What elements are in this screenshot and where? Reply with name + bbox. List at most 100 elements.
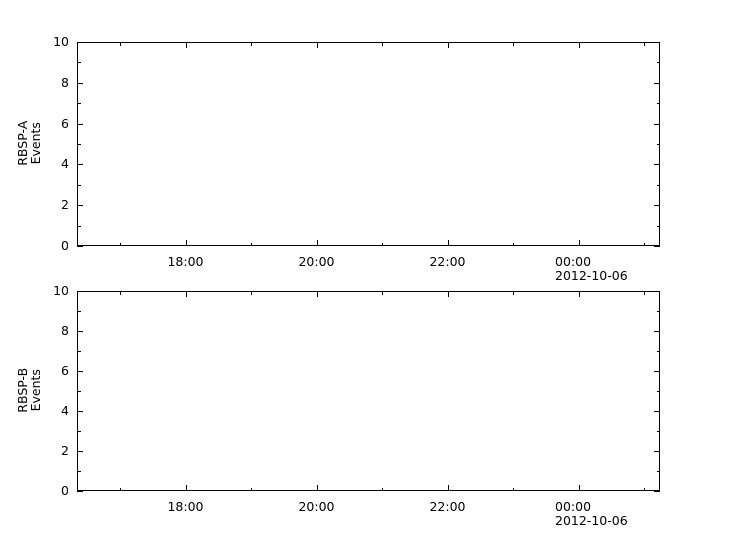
y-tick-minor <box>77 351 81 352</box>
y-tick-major <box>77 205 83 207</box>
x-tick-label-dated: 00:00 2012-10-06 <box>555 500 628 528</box>
y-tick-label: 6 <box>61 115 69 131</box>
x-tick-label: 18:00 <box>167 500 203 514</box>
y-tick-major-right <box>654 411 660 412</box>
x-tick-minor <box>382 487 383 491</box>
x-tick-major-top <box>185 291 187 297</box>
x-tick-major-top <box>447 291 449 297</box>
y-tick-minor-right <box>656 225 660 227</box>
x-tick-label-time: 22:00 <box>429 499 466 514</box>
x-tick-label: 20:00 <box>298 500 334 514</box>
y-tick-major <box>77 82 83 84</box>
x-tick-minor <box>513 487 514 491</box>
y-tick-minor-right <box>656 144 660 145</box>
x-tick-label: 22:00 <box>429 255 465 269</box>
x-tick-label: 18:00 <box>167 255 203 269</box>
x-tick-minor <box>120 242 121 246</box>
x-tick-minor <box>644 487 645 491</box>
x-tick-label-time: 00:00 <box>555 499 592 514</box>
y-tick-label: 4 <box>61 402 69 418</box>
y-tick-minor <box>77 391 81 392</box>
plot-panel-rbsp-b: 10 8 6 4 2 0 <box>15 284 660 528</box>
y-tick-minor-right <box>656 431 660 432</box>
y-tick-minor-right <box>656 391 660 392</box>
x-tick-major-top <box>447 42 449 48</box>
y-tick-major-right <box>654 42 660 43</box>
y-tick-label: 0 <box>61 482 69 498</box>
y-tick-major-right <box>654 246 660 247</box>
y-tick-label: 8 <box>61 74 69 90</box>
x-tick-minor-top <box>382 291 383 295</box>
y-tick-minor-right <box>656 62 660 64</box>
y-tick-minor-right <box>656 311 660 312</box>
y-tick-minor-right <box>656 471 660 472</box>
x-tick-minor <box>382 242 383 246</box>
x-tick-label-date: 2012-10-06 <box>555 513 628 528</box>
axes-frame-rbsp-b <box>77 291 660 491</box>
x-tick-major-top <box>578 42 580 48</box>
x-tick-minor-top <box>120 42 121 46</box>
x-tick-minor-top <box>513 42 514 46</box>
y-axis-label-line2: Events <box>28 122 43 165</box>
y-axis-label-rbsp-a: RBSP-A Events <box>14 83 43 203</box>
y-axis-label-line2: Events <box>28 369 43 412</box>
y-tick-major <box>77 42 83 43</box>
y-tick-label: 0 <box>61 237 69 253</box>
x-tick-major-top <box>316 291 318 297</box>
y-tick-major <box>77 331 83 332</box>
x-tick-label: 22:00 <box>429 500 465 514</box>
y-tick-major <box>77 491 83 492</box>
y-tick-minor <box>77 184 81 186</box>
y-axis-label-rbsp-b: RBSP-B Events <box>14 330 43 450</box>
x-tick-label-time: 00:00 <box>555 254 592 269</box>
y-tick-major-right <box>654 451 660 452</box>
y-tick-minor <box>77 311 81 312</box>
y-tick-major-right <box>654 123 660 125</box>
x-tick-label: 20:00 <box>298 255 334 269</box>
x-tick-minor <box>120 487 121 491</box>
y-tick-minor <box>77 144 81 145</box>
y-tick-major <box>77 371 83 372</box>
y-tick-minor <box>77 225 81 227</box>
x-tick-major-top <box>316 42 318 48</box>
x-tick-label-dated: 00:00 2012-10-06 <box>555 255 628 283</box>
y-axis-label-line1: RBSP-B <box>14 367 30 413</box>
y-tick-major-right <box>654 291 660 292</box>
y-tick-minor-right <box>656 351 660 352</box>
x-tick-label-time: 18:00 <box>167 499 204 514</box>
x-tick-minor-top <box>120 291 121 295</box>
y-tick-label: 2 <box>61 196 69 212</box>
y-tick-major-right <box>654 491 660 492</box>
y-tick-major-right <box>654 331 660 332</box>
x-tick-minor-top <box>644 291 645 295</box>
x-tick-minor-top <box>382 42 383 46</box>
y-tick-major <box>77 411 83 412</box>
x-tick-major-top <box>185 42 187 48</box>
x-tick-minor-top <box>513 291 514 295</box>
x-tick-minor <box>644 242 645 246</box>
y-tick-major <box>77 164 83 166</box>
y-tick-label: 6 <box>61 362 69 378</box>
x-tick-major <box>185 485 187 491</box>
y-tick-label: 10 <box>53 33 69 49</box>
x-tick-major <box>185 240 187 246</box>
y-tick-minor <box>77 471 81 472</box>
y-tick-major <box>77 451 83 452</box>
x-tick-major <box>578 485 580 491</box>
x-tick-minor-top <box>644 42 645 46</box>
y-tick-minor <box>77 103 81 105</box>
y-tick-minor <box>77 62 81 64</box>
y-tick-major-right <box>654 164 660 166</box>
y-axis-label-line1: RBSP-A <box>14 120 30 166</box>
x-tick-major <box>578 240 580 246</box>
x-tick-major <box>316 240 318 246</box>
x-tick-label-time: 20:00 <box>298 254 335 269</box>
y-tick-minor <box>77 431 81 432</box>
x-tick-minor <box>513 242 514 246</box>
x-tick-minor-top <box>251 291 252 295</box>
x-tick-label-time: 18:00 <box>167 254 204 269</box>
x-tick-label-time: 22:00 <box>429 254 466 269</box>
y-tick-major <box>77 291 83 292</box>
y-tick-label: 10 <box>53 282 69 298</box>
